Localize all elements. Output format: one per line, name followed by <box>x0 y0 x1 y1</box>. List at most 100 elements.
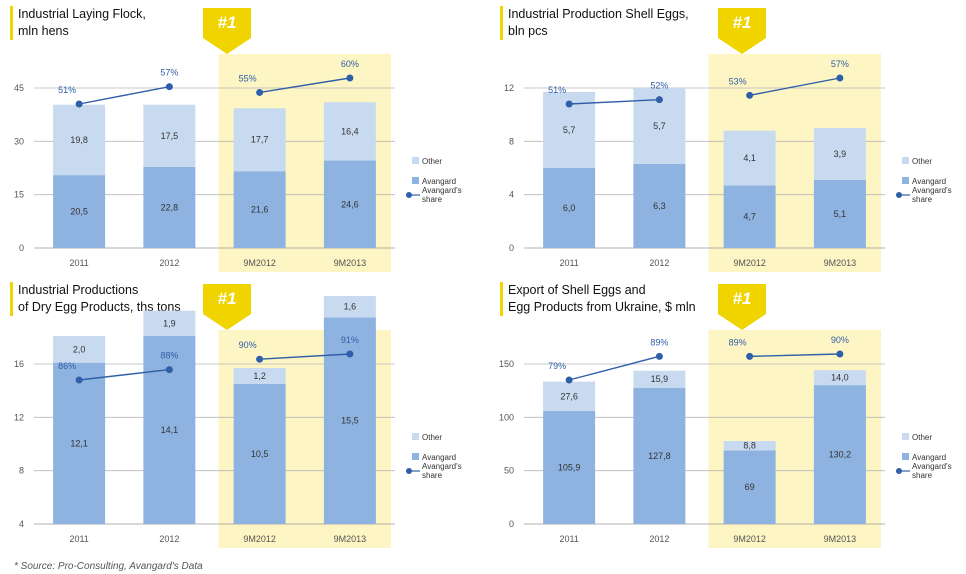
y-tick-label: 8 <box>19 466 24 476</box>
y-tick-label: 30 <box>14 136 24 146</box>
bar-value-avangard: 105,9 <box>558 463 581 473</box>
share-line-annual <box>569 98 660 105</box>
bar-value-avangard: 130,2 <box>829 450 852 460</box>
bar-other <box>143 310 196 336</box>
share-label: 79% <box>548 361 566 371</box>
legend-swatch-other <box>902 433 909 440</box>
bar-avangard <box>813 180 866 248</box>
bar-value-avangard: 127,8 <box>648 451 671 461</box>
y-tick-label: 45 <box>14 83 24 93</box>
x-tick-label: 9M2012 <box>243 258 276 268</box>
bar-other <box>543 381 596 412</box>
share-line-annual <box>78 85 170 105</box>
bar-value-avangard: 5,1 <box>834 209 847 219</box>
legend-label-share: share <box>422 471 443 480</box>
y-tick-label: 50 <box>504 466 514 476</box>
legend-label-other: Other <box>422 433 442 442</box>
bar-value-avangard: 4,7 <box>743 212 756 222</box>
x-tick-label: 2012 <box>649 258 669 268</box>
share-label: 90% <box>831 335 849 345</box>
bar-other <box>813 128 866 180</box>
badge-label: #1 <box>732 289 752 308</box>
bar-other <box>53 104 106 176</box>
bar-avangard <box>723 185 776 248</box>
bar-other <box>53 336 106 363</box>
legend-label-share: Avangard's <box>422 462 462 471</box>
source-note: * Source: Pro-Consulting, Avangard's Dat… <box>14 561 203 572</box>
share-label: 91% <box>341 335 359 345</box>
bar-value-other: 14,0 <box>831 373 849 383</box>
x-tick-label: 2011 <box>559 258 578 268</box>
share-label: 88% <box>160 351 178 361</box>
x-tick-label: 2012 <box>649 534 669 544</box>
stacked-bar-chart: 0 50 100 150 105,9 27,6 2011 127,8 15,9 2012 69 8,8… <box>499 330 952 548</box>
rank-badge: #1 <box>718 8 766 60</box>
share-label: 57% <box>831 59 849 69</box>
share-line-9m <box>259 353 350 360</box>
bar-value-other: 16,4 <box>341 126 359 136</box>
bar-value-avangard: 22,8 <box>161 202 179 212</box>
bar-other <box>813 370 866 386</box>
share-line-9m <box>749 353 840 358</box>
chart-title: Export of Shell Eggs and Egg Products fr… <box>500 282 696 316</box>
bar-avangard <box>53 175 106 248</box>
x-tick-label: 9M2013 <box>824 534 857 544</box>
bar-value-other: 1,6 <box>344 302 357 312</box>
share-point <box>746 352 754 360</box>
badge-label: #1 <box>732 13 752 32</box>
bar-avangard <box>723 450 776 524</box>
share-point <box>165 366 173 374</box>
chart-panel-shell-eggs: Industrial Production Shell Eggs, bln pc… <box>490 6 960 272</box>
bar-avangard <box>543 411 596 524</box>
bar-other <box>233 368 286 384</box>
bar-value-other: 4,1 <box>743 153 756 163</box>
x-tick-label: 9M2012 <box>733 534 766 544</box>
badge-label: #1 <box>217 289 237 308</box>
share-label: 86% <box>58 361 76 371</box>
x-tick-label: 2012 <box>159 534 179 544</box>
legend-marker-share <box>896 468 902 474</box>
x-tick-label: 2011 <box>69 258 88 268</box>
share-point <box>836 350 844 358</box>
share-label: 89% <box>650 337 668 347</box>
bar-value-other: 5,7 <box>563 125 576 135</box>
bar-value-avangard: 6,0 <box>563 203 576 213</box>
bar-value-other: 2,0 <box>73 344 86 354</box>
share-point <box>75 376 83 384</box>
share-label: 90% <box>239 340 257 350</box>
badge-arrow-icon <box>203 284 251 330</box>
bar-avangard <box>633 387 686 524</box>
y-tick-label: 12 <box>504 83 514 93</box>
legend-swatch-avangard <box>412 177 419 184</box>
bar-avangard <box>543 168 596 248</box>
chart-panel-laying-flock: Industrial Laying Flock, mln hens #1 0 15… <box>0 6 470 272</box>
legend-swatch-avangard <box>902 453 909 460</box>
y-tick-label: 12 <box>14 412 24 422</box>
share-point <box>655 96 663 104</box>
x-tick-label: 9M2013 <box>334 258 367 268</box>
chart-title: Industrial Production Shell Eggs, bln pc… <box>500 6 689 40</box>
legend-label-other: Other <box>422 157 442 166</box>
share-line-9m <box>259 77 350 94</box>
x-tick-label: 2011 <box>559 534 578 544</box>
legend-label-other: Other <box>912 157 932 166</box>
bar-value-avangard: 21,6 <box>251 205 269 215</box>
legend-label-share: Avangard's <box>912 462 952 471</box>
share-point <box>346 350 354 358</box>
share-label: 53% <box>729 76 747 86</box>
bar-value-other: 5,7 <box>653 121 666 131</box>
legend-swatch-avangard <box>412 453 419 460</box>
legend-label-share: Avangard's <box>912 186 952 195</box>
bar-avangard <box>143 166 196 248</box>
x-tick-label: 9M2012 <box>733 258 766 268</box>
badge-label: #1 <box>217 13 237 32</box>
y-tick-label: 150 <box>499 359 514 369</box>
share-label: 55% <box>239 73 257 83</box>
share-point <box>655 352 663 360</box>
bar-value-other: 17,5 <box>161 131 179 141</box>
chart-panel-export: Export of Shell Eggs and Egg Products fr… <box>490 282 960 548</box>
share-point <box>75 100 83 108</box>
bar-value-other: 19,8 <box>70 135 88 145</box>
chart-panel-dry-egg-products: Industrial Productions of Dry Egg Produc… <box>0 282 470 548</box>
legend-marker-share <box>896 192 902 198</box>
